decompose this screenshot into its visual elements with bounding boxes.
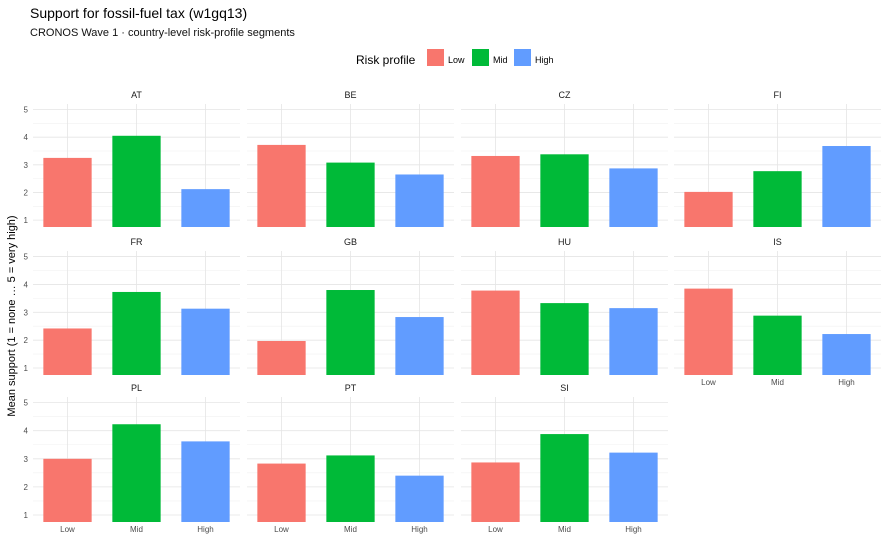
bar-hu-high [609, 308, 658, 375]
x-tick-label: Low [60, 525, 75, 534]
facet-si: SI Low Mid High [461, 383, 668, 534]
bar-fr-mid [112, 291, 161, 375]
y-tick-label: 1 [24, 511, 29, 520]
bar-pt-high [395, 475, 444, 522]
facet-strip-label: FI [774, 90, 782, 100]
bar-be-low [257, 144, 306, 227]
facet-strip-label: BE [344, 90, 356, 100]
y-tick-label: 3 [24, 161, 29, 170]
facet-pl: PL 1 2 3 4 5 Low Mid High [24, 383, 240, 534]
facet-strip-label: AT [131, 90, 142, 100]
legend-label-high: High [535, 55, 554, 65]
facet-strip-label: IS [773, 237, 782, 247]
y-tick-label: 4 [24, 280, 29, 289]
y-tick-label: 4 [24, 133, 29, 142]
y-tick-label: 5 [24, 106, 29, 115]
bar-si-low [471, 462, 520, 522]
bar-pl-low [43, 458, 92, 522]
x-tick-label: Low [488, 525, 503, 534]
x-tick-label: Low [701, 378, 716, 387]
y-tick-label: 3 [24, 455, 29, 464]
legend-key-low [427, 49, 444, 66]
bar-gb-high [395, 317, 444, 375]
legend-label-low: Low [448, 55, 465, 65]
bar-be-mid [326, 162, 375, 227]
bar-fr-high [181, 308, 230, 375]
facet-strip-label: SI [560, 383, 569, 393]
bar-cz-low [471, 155, 520, 227]
bar-be-high [395, 174, 444, 227]
bar-pt-mid [326, 455, 375, 522]
y-tick-label: 2 [24, 188, 29, 197]
bar-at-high [181, 189, 230, 227]
bar-cz-high [609, 168, 658, 227]
facet-strip-label: HU [558, 237, 571, 247]
bar-fi-high [822, 146, 871, 227]
y-tick-label: 4 [24, 427, 29, 436]
facet-be: BE [247, 90, 454, 227]
y-tick-label: 5 [24, 253, 29, 262]
y-tick-label: 5 [24, 399, 29, 408]
facet-strip-label: FR [131, 237, 143, 247]
facet-hu: HU [461, 237, 668, 375]
facet-strip-label: PT [345, 383, 357, 393]
bar-hu-low [471, 290, 520, 375]
legend: Risk profile Low Mid High [356, 49, 554, 67]
bar-is-low [684, 288, 733, 375]
facet-fi: FI [674, 90, 881, 227]
x-tick-label: High [625, 525, 641, 534]
x-tick-label: Mid [344, 525, 357, 534]
bar-fi-mid [753, 171, 802, 227]
bar-si-mid [540, 434, 589, 522]
y-axis-label: Mean support (1 = none … 5 = very high) [6, 215, 18, 416]
bar-pl-high [181, 441, 230, 522]
chart-subtitle: CRONOS Wave 1 · country-level risk-profi… [30, 27, 295, 39]
facet-fr: FR 1 2 3 4 5 [24, 237, 240, 375]
x-tick-label: High [838, 378, 854, 387]
legend-key-mid [472, 49, 489, 66]
facet-panels: AT 1 2 3 4 5 BE CZ FI FR 1 2 3 4 5 GB HU IS Low Mid High PL 1 2… [24, 90, 881, 534]
bar-gb-mid [326, 290, 375, 375]
bar-at-mid [112, 135, 161, 227]
x-tick-label: Mid [130, 525, 143, 534]
x-tick-label: Mid [771, 378, 784, 387]
y-tick-label: 3 [24, 308, 29, 317]
y-tick-label: 1 [24, 216, 29, 225]
facet-is: IS Low Mid High [674, 237, 881, 387]
bar-cz-mid [540, 154, 589, 227]
facet-pt: PT Low Mid High [247, 383, 454, 534]
facet-strip-label: PL [131, 383, 142, 393]
bar-fi-low [684, 191, 733, 227]
bar-is-high [822, 334, 871, 375]
y-tick-label: 2 [24, 336, 29, 345]
x-tick-label: Mid [558, 525, 571, 534]
facet-strip-label: GB [344, 237, 357, 247]
y-tick-label: 2 [24, 483, 29, 492]
y-tick-label: 1 [24, 364, 29, 373]
chart-title: Support for fossil-fuel tax (w1gq13) [30, 5, 247, 21]
legend-label-mid: Mid [493, 55, 508, 65]
bar-fr-low [43, 328, 92, 375]
facet-gb: GB [247, 237, 454, 375]
legend-title: Risk profile [356, 53, 416, 67]
bar-pt-low [257, 463, 306, 522]
x-tick-label: High [411, 525, 427, 534]
facet-cz: CZ [461, 90, 668, 227]
bar-pl-mid [112, 424, 161, 522]
bar-at-low [43, 157, 92, 227]
bar-si-high [609, 452, 658, 522]
facet-strip-label: CZ [559, 90, 571, 100]
facet-at: AT 1 2 3 4 5 [24, 90, 240, 227]
bar-is-mid [753, 315, 802, 375]
bar-gb-low [257, 341, 306, 375]
x-tick-label: Low [274, 525, 289, 534]
bar-hu-mid [540, 303, 589, 375]
legend-key-high [514, 49, 531, 66]
x-tick-label: High [197, 525, 213, 534]
